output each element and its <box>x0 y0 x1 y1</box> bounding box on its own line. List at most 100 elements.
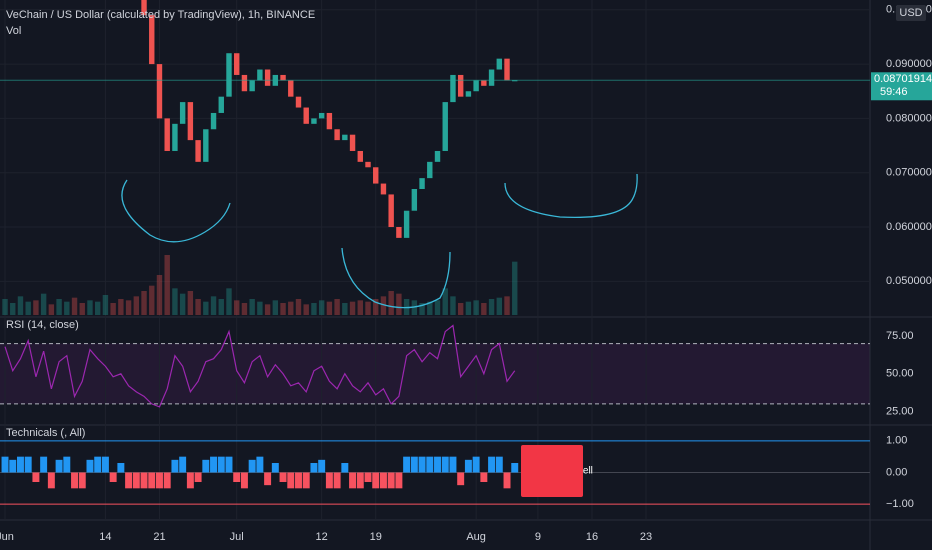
x-tick-label: Aug <box>466 531 486 543</box>
tech-bar <box>186 472 194 489</box>
volume-bar <box>149 285 155 315</box>
candle <box>303 107 309 124</box>
tech-bar <box>503 472 511 489</box>
tech-bar <box>233 472 241 482</box>
tech-bar <box>325 472 333 489</box>
candle <box>411 189 418 211</box>
volume-bar <box>2 299 8 315</box>
volume-bar <box>156 275 163 315</box>
tech-bar <box>379 472 387 489</box>
tech-bar <box>101 456 109 473</box>
volume-bar <box>318 300 325 315</box>
volume-bar <box>457 303 464 315</box>
candle <box>187 102 194 141</box>
candle <box>342 134 348 141</box>
volume-bar <box>311 303 317 315</box>
candle <box>481 80 487 86</box>
volume-bar <box>450 296 456 315</box>
volume-bar <box>280 303 286 315</box>
volume-bar <box>427 301 433 315</box>
x-tick-label: 19 <box>370 531 382 543</box>
tech-bar <box>271 463 279 473</box>
candle <box>257 69 263 81</box>
volume-bar <box>234 300 240 315</box>
volume-bar <box>264 304 271 315</box>
tech-bar <box>171 459 179 473</box>
tech-bar <box>318 459 326 473</box>
candle <box>349 134 356 151</box>
volume-bar <box>64 301 70 315</box>
volume-bar <box>349 301 356 315</box>
tech-bar <box>449 456 457 473</box>
candle <box>295 96 302 108</box>
volume-bar <box>326 301 333 315</box>
tech-bar <box>426 456 434 473</box>
price-badge <box>871 72 932 101</box>
tech-bar <box>372 472 380 489</box>
volume-bar <box>434 300 441 315</box>
volume-bar <box>110 303 116 315</box>
tech-bar <box>63 456 71 473</box>
tech-bar <box>464 459 472 473</box>
rsi-line <box>4 324 516 408</box>
x-tick-label: 12 <box>316 531 328 543</box>
tech-bar <box>287 472 295 489</box>
y-tick-label: 0.08000000 <box>886 112 932 124</box>
volume-bar <box>272 300 279 315</box>
volume-bar <box>388 291 394 315</box>
tech-bar <box>202 459 210 473</box>
tech-bar <box>248 459 256 473</box>
tech-bar <box>349 472 357 489</box>
candle <box>357 150 363 162</box>
tech-bar <box>225 456 233 473</box>
tech-bar <box>434 456 441 473</box>
candle <box>427 161 433 179</box>
tech-bar <box>32 472 40 482</box>
tech-bar <box>109 472 117 482</box>
candle <box>288 80 294 97</box>
volume-bar <box>512 261 518 315</box>
tech-bar <box>356 472 364 489</box>
tech-bar <box>86 459 94 473</box>
tech-bar <box>140 472 148 489</box>
volume-bar <box>419 303 425 315</box>
tooltip-box <box>521 445 583 497</box>
y-tick-label: 0.06000000 <box>886 221 932 233</box>
tech-bar <box>9 459 17 473</box>
tech-bar <box>279 472 287 482</box>
volume-bar <box>71 297 78 315</box>
candle <box>264 69 271 86</box>
volume-bar <box>481 303 487 315</box>
y-tick-label: 0.09000000 <box>886 58 932 70</box>
candle <box>488 69 495 86</box>
volume-bar <box>187 291 194 315</box>
candle <box>450 74 456 103</box>
volume-bar <box>241 303 248 315</box>
drawing <box>504 173 638 219</box>
candle <box>164 118 170 151</box>
candle <box>373 167 379 184</box>
volume-bar <box>295 299 302 315</box>
candle <box>141 0 147 16</box>
volume-bar <box>357 300 363 315</box>
volume-bar <box>94 301 101 315</box>
tech-bar <box>441 456 449 473</box>
tech-bar <box>480 472 488 482</box>
tech-bar <box>117 463 125 473</box>
volume-bar <box>25 301 31 315</box>
volume-bar <box>288 301 294 315</box>
rsi-band <box>0 343 870 404</box>
volume-bar <box>380 296 387 315</box>
candle <box>203 129 209 162</box>
rsi-tick-label: 25.00 <box>886 405 914 417</box>
volume-bar <box>17 296 24 315</box>
countdown: 59:46 <box>880 86 908 98</box>
candle <box>457 74 464 97</box>
drawing <box>121 179 231 243</box>
candle <box>419 178 425 189</box>
rsi-tick-label: 50.00 <box>886 368 914 380</box>
candle <box>334 129 340 141</box>
volume-bar <box>79 303 85 315</box>
tech-bar <box>387 472 395 489</box>
volume-bar <box>473 300 479 315</box>
